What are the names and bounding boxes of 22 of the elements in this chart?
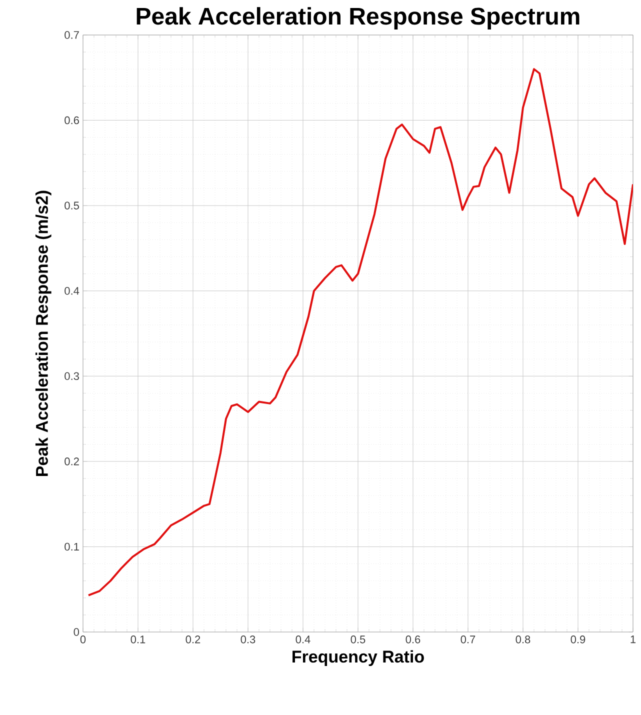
x-tick-label: 0.1 xyxy=(130,636,146,644)
chart-title: Peak Acceleration Response Spectrum xyxy=(136,7,580,30)
x-tick-label: 1 xyxy=(630,636,636,644)
y-tick-label: 0 xyxy=(74,628,80,636)
x-tick-label: 0.7 xyxy=(460,636,476,644)
x-tick-label: 0.4 xyxy=(296,636,310,644)
y-tick-label: 0.7 xyxy=(64,31,79,39)
y-tick-label: 0.3 xyxy=(64,372,79,380)
x-tick-label: 0.8 xyxy=(516,636,530,644)
x-tick-label: 0.2 xyxy=(186,636,200,644)
y-tick-label: 0.1 xyxy=(64,542,79,551)
x-tick-label: 0.5 xyxy=(350,636,366,644)
y-axis-title: Peak Acceleration Response (m/s2) xyxy=(35,190,52,476)
x-tick-label: 0.9 xyxy=(570,636,586,644)
y-tick-label: 0.4 xyxy=(64,286,80,295)
y-tick-label: 0.6 xyxy=(64,116,79,124)
y-tick-label: 0.2 xyxy=(64,458,79,466)
x-tick-label: 0.3 xyxy=(240,636,256,644)
y-tick-label: 0.5 xyxy=(64,202,79,210)
x-tick-label: 0.6 xyxy=(406,636,420,644)
x-axis-title: Frequency Ratio xyxy=(292,650,424,666)
x-tick-label: 0 xyxy=(80,636,86,644)
